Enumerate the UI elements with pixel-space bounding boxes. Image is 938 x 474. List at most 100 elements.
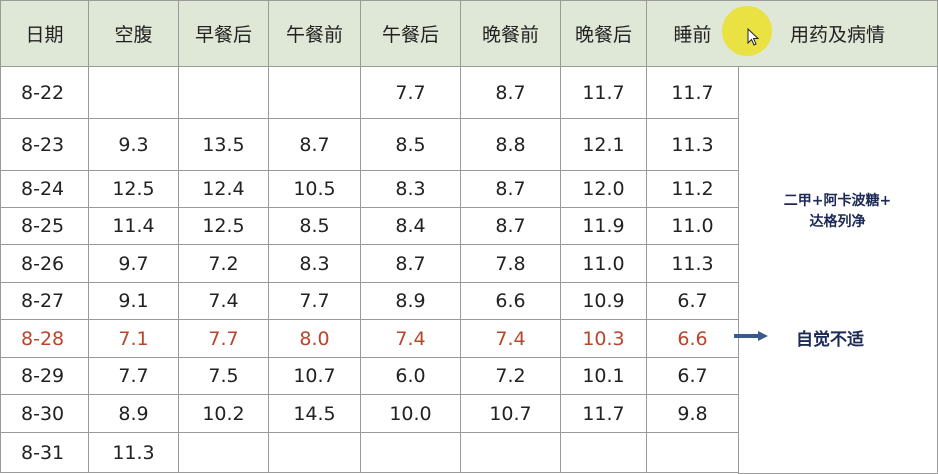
date-cell: 8-26 bbox=[0, 244, 89, 283]
value-cell: 11.0 bbox=[560, 244, 647, 283]
column-header: 晚餐前 bbox=[460, 0, 561, 67]
value-cell: 9.7 bbox=[88, 244, 179, 283]
column-header: 午餐后 bbox=[360, 0, 461, 67]
column-header: 晚餐后 bbox=[560, 0, 647, 67]
column-header: 早餐后 bbox=[178, 0, 269, 67]
date-cell: 8-22 bbox=[0, 66, 89, 119]
value-cell: 11.3 bbox=[646, 118, 739, 171]
value-cell: 11.9 bbox=[560, 207, 647, 245]
value-cell: 7.4 bbox=[460, 319, 561, 358]
value-cell: 8.7 bbox=[460, 170, 561, 208]
value-cell: 8.5 bbox=[360, 118, 461, 171]
value-cell: 8.0 bbox=[268, 319, 361, 358]
medication-text: 二甲+阿卡波糖+ 达格列净 bbox=[738, 191, 937, 233]
table-row: 8-22 7.7 8.7 11.7 11.7 bbox=[0, 66, 739, 119]
date-cell: 8-31 bbox=[0, 432, 89, 473]
value-cell: 7.2 bbox=[460, 357, 561, 395]
value-cell: 6.7 bbox=[646, 357, 739, 395]
date-cell: 8-24 bbox=[0, 170, 89, 208]
value-cell: 9.3 bbox=[88, 118, 179, 171]
value-cell bbox=[460, 432, 561, 473]
value-cell: 10.0 bbox=[360, 394, 461, 433]
value-cell: 7.7 bbox=[88, 357, 179, 395]
value-cell: 11.7 bbox=[646, 66, 739, 119]
value-cell: 11.2 bbox=[646, 170, 739, 208]
value-cell bbox=[560, 432, 647, 473]
value-cell: 10.5 bbox=[268, 170, 361, 208]
value-cell: 8.8 bbox=[460, 118, 561, 171]
value-cell: 11.4 bbox=[88, 207, 179, 245]
column-header: 日期 bbox=[0, 0, 89, 67]
value-cell: 8.4 bbox=[360, 207, 461, 245]
value-cell: 11.7 bbox=[560, 394, 647, 433]
value-cell: 6.6 bbox=[646, 319, 739, 358]
table-row: 8-26 9.7 7.2 8.3 8.7 7.8 11.0 11.3 bbox=[0, 244, 739, 283]
value-cell: 11.3 bbox=[646, 244, 739, 283]
value-cell: 7.4 bbox=[178, 282, 269, 320]
date-cell: 8-30 bbox=[0, 394, 89, 433]
value-cell: 12.5 bbox=[88, 170, 179, 208]
date-cell: 8-25 bbox=[0, 207, 89, 245]
date-cell: 8-27 bbox=[0, 282, 89, 320]
value-cell: 10.1 bbox=[560, 357, 647, 395]
value-cell bbox=[268, 66, 361, 119]
table-row: 8-29 7.7 7.5 10.7 6.0 7.2 10.1 6.7 bbox=[0, 357, 739, 395]
glucose-table: 日期 空腹 早餐后 午餐前 午餐后 晚餐前 晚餐后 睡前 8-22 7.7 8.7 11.7 11.7… bbox=[0, 0, 739, 473]
medication-header: 用药及病情 bbox=[738, 1, 937, 67]
table-row: 8-27 9.1 7.4 7.7 8.9 6.6 10.9 6.7 bbox=[0, 282, 739, 320]
value-cell: 6.7 bbox=[646, 282, 739, 320]
table-row: 8-31 11.3 bbox=[0, 432, 739, 473]
date-cell: 8-28 bbox=[0, 319, 89, 358]
medication-column: 用药及病情 二甲+阿卡波糖+ 达格列净 自觉不适 bbox=[738, 0, 938, 474]
value-cell: 6.0 bbox=[360, 357, 461, 395]
value-cell: 7.7 bbox=[178, 319, 269, 358]
table-row: 8-28 7.1 7.7 8.0 7.4 7.4 10.3 6.6 bbox=[0, 319, 739, 358]
value-cell: 8.9 bbox=[360, 282, 461, 320]
value-cell: 12.1 bbox=[560, 118, 647, 171]
value-cell: 10.9 bbox=[560, 282, 647, 320]
value-cell: 10.7 bbox=[268, 357, 361, 395]
value-cell: 13.5 bbox=[178, 118, 269, 171]
column-header: 空腹 bbox=[88, 0, 179, 67]
value-cell: 8.7 bbox=[460, 207, 561, 245]
cursor-highlight bbox=[722, 6, 772, 56]
value-cell: 8.7 bbox=[460, 66, 561, 119]
value-cell: 8.3 bbox=[268, 244, 361, 283]
value-cell: 7.1 bbox=[88, 319, 179, 358]
value-cell: 7.7 bbox=[360, 66, 461, 119]
value-cell: 9.1 bbox=[88, 282, 179, 320]
value-cell: 7.8 bbox=[460, 244, 561, 283]
value-cell: 12.0 bbox=[560, 170, 647, 208]
value-cell: 11.3 bbox=[88, 432, 179, 473]
date-cell: 8-29 bbox=[0, 357, 89, 395]
value-cell bbox=[268, 432, 361, 473]
medication-line-2: 达格列净 bbox=[809, 214, 866, 230]
value-cell: 8.9 bbox=[88, 394, 179, 433]
value-cell bbox=[360, 432, 461, 473]
value-cell: 11.7 bbox=[560, 66, 647, 119]
value-cell: 8.7 bbox=[268, 118, 361, 171]
value-cell: 14.5 bbox=[268, 394, 361, 433]
value-cell: 8.7 bbox=[360, 244, 461, 283]
column-header: 午餐前 bbox=[268, 0, 361, 67]
value-cell: 7.4 bbox=[360, 319, 461, 358]
value-cell: 7.2 bbox=[178, 244, 269, 283]
mouse-cursor-icon bbox=[747, 28, 759, 46]
value-cell: 7.5 bbox=[178, 357, 269, 395]
table-row: 8-23 9.3 13.5 8.7 8.5 8.8 12.1 11.3 bbox=[0, 118, 739, 171]
table-row: 8-24 12.5 12.4 10.5 8.3 8.7 12.0 11.2 bbox=[0, 170, 739, 208]
medication-line-1: 二甲+阿卡波糖+ bbox=[783, 193, 892, 209]
value-cell: 10.7 bbox=[460, 394, 561, 433]
value-cell: 7.7 bbox=[268, 282, 361, 320]
value-cell: 11.0 bbox=[646, 207, 739, 245]
value-cell: 8.5 bbox=[268, 207, 361, 245]
value-cell bbox=[178, 432, 269, 473]
table-row: 8-30 8.9 10.2 14.5 10.0 10.7 11.7 9.8 bbox=[0, 394, 739, 433]
value-cell bbox=[88, 66, 179, 119]
value-cell: 10.2 bbox=[178, 394, 269, 433]
value-cell: 9.8 bbox=[646, 394, 739, 433]
header-row: 日期 空腹 早餐后 午餐前 午餐后 晚餐前 晚餐后 睡前 bbox=[0, 0, 739, 67]
value-cell: 10.3 bbox=[560, 319, 647, 358]
value-cell: 8.3 bbox=[360, 170, 461, 208]
value-cell: 12.4 bbox=[178, 170, 269, 208]
